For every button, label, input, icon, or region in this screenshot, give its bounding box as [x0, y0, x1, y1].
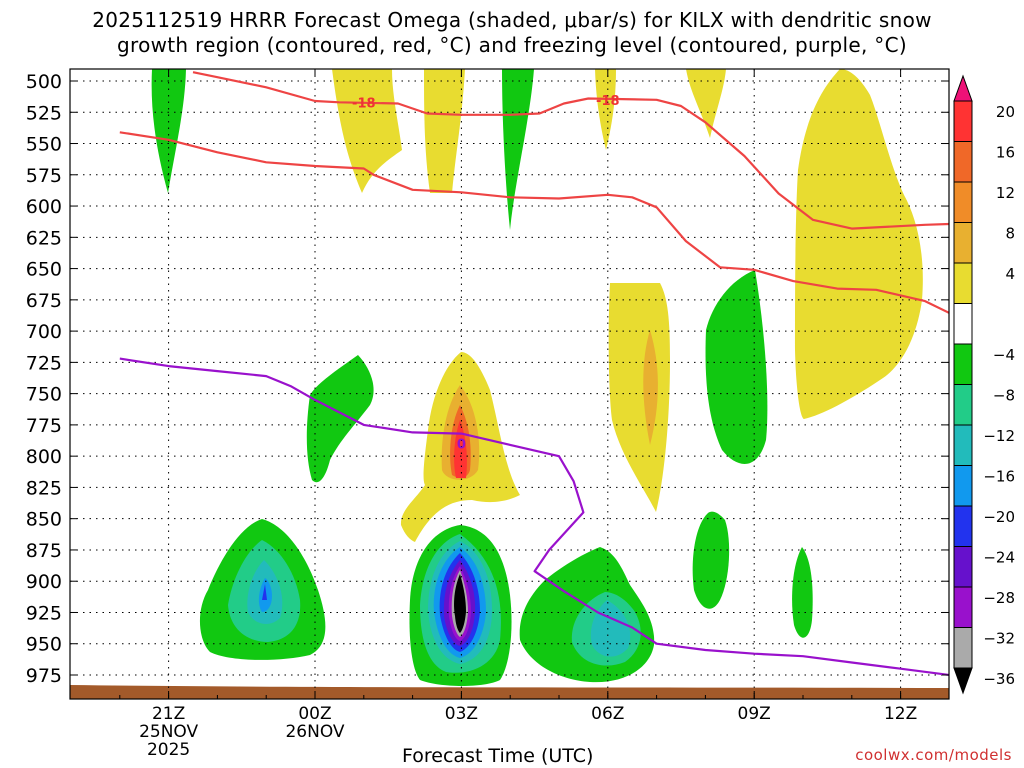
x-tick-year: 2025: [147, 740, 190, 760]
contour-lines: [119, 71, 949, 677]
colorbar-label: −32: [983, 630, 1015, 648]
colorbar-bin: [953, 262, 973, 304]
x-tick-date: 25NOV: [139, 722, 198, 742]
colorbar-label: 12: [996, 184, 1015, 202]
omega-sink-area: [454, 574, 466, 633]
contour-label: -18: [596, 94, 620, 109]
colorbar-label: −20: [983, 508, 1015, 526]
colorbar-label: 20: [996, 103, 1015, 121]
colorbar-bin: [953, 343, 973, 385]
colorbar-label: −24: [983, 549, 1015, 567]
credit-text: coolwx.com/models: [855, 746, 1012, 764]
y-tick-label: 500: [26, 71, 62, 93]
colorbar-bin: [953, 141, 973, 183]
x-tick-label: 03Z: [445, 704, 478, 724]
colorbar-bin: [953, 465, 973, 507]
colorbar-bin: [953, 303, 973, 345]
colorbar: 20 16 12 8 4 −4 −8 −12 −16 −20 −24 −28 −32 −36: [953, 74, 1015, 695]
terrain-strip: [70, 685, 949, 699]
x-tick-label: 06Z: [591, 704, 624, 724]
contour-line-2: [119, 357, 949, 677]
y-tick-label: 900: [26, 571, 62, 593]
x-tick-label: 21Z: [152, 704, 185, 724]
contour-label: 0: [457, 438, 466, 453]
contour-labels: -18 -18 0: [352, 94, 620, 453]
y-tick-label: 700: [26, 321, 62, 343]
omega-rise-area: [686, 69, 726, 138]
y-tick-label: 975: [26, 665, 62, 687]
omega-shading: [151, 69, 923, 686]
y-tick-label: 600: [26, 196, 62, 218]
colorbar-bin: [953, 74, 973, 102]
y-tick-label: 575: [26, 165, 62, 187]
colorbar-label: 8: [1005, 225, 1015, 243]
gridlines: [70, 69, 949, 699]
colorbar-label: −16: [983, 468, 1015, 486]
x-axis-label: Forecast Time (UTC): [402, 745, 594, 767]
colorbar-label: 4: [1005, 265, 1015, 283]
omega-sink-area: [151, 69, 186, 193]
omega-rise-area: [795, 69, 923, 419]
omega-sink-area: [692, 511, 730, 609]
contour-label: -18: [352, 96, 376, 111]
omega-sink-area: [306, 355, 374, 483]
colorbar-label: −4: [993, 346, 1015, 364]
colorbar-bin: [953, 546, 973, 588]
colorbar-bin: [953, 384, 973, 426]
y-tick-label: 800: [26, 446, 62, 468]
omega-rise-area: [608, 283, 670, 512]
colorbar-label: −28: [983, 589, 1015, 607]
omega-sink-area: [502, 69, 534, 230]
y-tick-label: 675: [26, 290, 62, 312]
y-tick-label: 750: [26, 384, 62, 406]
omega-rise-area: [424, 69, 465, 193]
chart-title-line-1: 2025112519 HRRR Forecast Omega (shaded, …: [92, 8, 932, 32]
y-tick-label: 525: [26, 102, 62, 124]
y-tick-label: 725: [26, 352, 62, 374]
y-tick-label: 950: [26, 634, 62, 656]
colorbar-label: −36: [983, 670, 1015, 688]
contour-line-1: [119, 131, 949, 315]
y-tick-label: 850: [26, 509, 62, 531]
chart-title-line-2: growth region (contoured, red, °C) and f…: [117, 33, 907, 57]
y-tick-label: 550: [26, 134, 62, 156]
y-tick-label: 650: [26, 259, 62, 281]
y-tick-label: 775: [26, 415, 62, 437]
y-tick-label: 825: [26, 477, 62, 499]
colorbar-bin: [953, 100, 973, 142]
colorbar-bin: [953, 424, 973, 466]
omega-rise-area: [643, 330, 658, 445]
colorbar-bin: [953, 586, 973, 628]
omega-sink-area: [262, 584, 267, 600]
plot-frame: [69, 68, 950, 700]
x-tick-date: 26NOV: [285, 722, 344, 742]
y-axis: 500 525 550 575 600 625 650 675 700 725 750 775 800 8…: [26, 71, 949, 687]
omega-sink-area: [792, 547, 813, 638]
y-tick-label: 875: [26, 540, 62, 562]
colorbar-bin: [953, 505, 973, 547]
colorbar-label: −8: [993, 387, 1015, 405]
colorbar-label: 16: [996, 144, 1015, 162]
x-tick-label: 09Z: [738, 704, 771, 724]
colorbar-bin: [953, 181, 973, 223]
colorbar-bin: [953, 222, 973, 264]
y-tick-label: 625: [26, 227, 62, 249]
colorbar-label: −12: [983, 427, 1015, 445]
x-tick-label: 00Z: [298, 704, 331, 724]
contour-line-0: [192, 71, 949, 230]
omega-sink-area: [705, 270, 768, 464]
colorbar-bin: [953, 667, 973, 695]
y-tick-label: 925: [26, 602, 62, 624]
x-tick-label: 12Z: [884, 704, 917, 724]
colorbar-bin: [953, 627, 973, 669]
omega-rise-area: [595, 69, 616, 150]
omega-rise-area: [332, 69, 402, 193]
